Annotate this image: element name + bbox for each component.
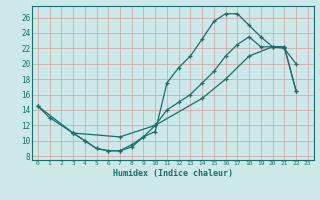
X-axis label: Humidex (Indice chaleur): Humidex (Indice chaleur): [113, 169, 233, 178]
